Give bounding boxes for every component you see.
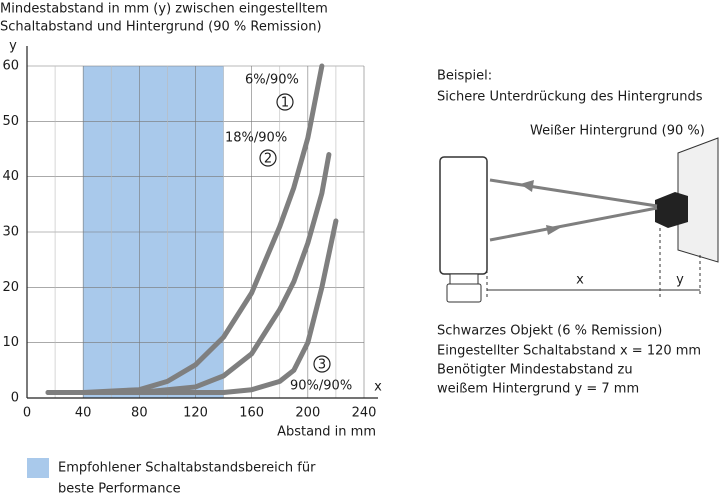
legend-label: Empfohlener Schaltabstandsbereich für bbox=[58, 461, 316, 476]
caption: Schwarzes Objekt (6 % Remission) bbox=[437, 324, 662, 339]
arrowhead bbox=[520, 180, 534, 192]
beam bbox=[489, 178, 658, 208]
caption: Benötigter Mindestabstand zu bbox=[437, 363, 633, 378]
x-tick-label: 120 bbox=[183, 406, 208, 421]
legend-swatch bbox=[27, 458, 49, 478]
series-label: 90%/90% bbox=[290, 379, 352, 394]
series-label: 6%/90% bbox=[245, 73, 299, 88]
x-tick-label: 80 bbox=[131, 406, 148, 421]
background-label: Weißer Hintergrund (90 %) bbox=[530, 124, 705, 139]
diagram: Beispiel: Sichere Unterdrückung des Hint… bbox=[437, 69, 719, 397]
x-tick-label: 240 bbox=[352, 406, 377, 421]
diagram-heading: Sichere Unterdrückung des Hintergrunds bbox=[437, 90, 703, 105]
sensor bbox=[439, 156, 488, 275]
x-tick-label: 0 bbox=[23, 406, 31, 421]
series-tag: 1 bbox=[281, 96, 289, 111]
y-tick-label: 10 bbox=[2, 335, 19, 350]
sensor-neck bbox=[449, 273, 479, 285]
x-tick-label: 160 bbox=[239, 406, 264, 421]
curve bbox=[45, 218, 339, 395]
y-axis-label: y bbox=[9, 39, 17, 54]
beam bbox=[489, 206, 658, 242]
y-tick-label: 20 bbox=[2, 280, 19, 295]
y-tick-label: 40 bbox=[2, 169, 19, 184]
sensor-connector bbox=[446, 283, 482, 303]
caption: weißem Hintergrund y = 7 mm bbox=[437, 382, 639, 397]
object bbox=[655, 192, 688, 228]
y-tick-label: 30 bbox=[2, 225, 19, 240]
series-tag: 3 bbox=[318, 358, 326, 373]
y-tick-label: 0 bbox=[11, 391, 19, 406]
series-tag-circle bbox=[259, 149, 277, 167]
x-dimension: x bbox=[576, 273, 584, 288]
y-tick-label: 50 bbox=[2, 114, 19, 129]
series-label: 18%/90% bbox=[225, 131, 287, 146]
x-axis-title: Abstand in mm bbox=[277, 425, 376, 440]
diagram-heading: Beispiel: bbox=[437, 69, 492, 84]
x-tick-label: 40 bbox=[75, 406, 92, 421]
chart-title: Schaltabstand und Hintergrund (90 % Remi… bbox=[0, 20, 322, 35]
x-tick-label: 200 bbox=[295, 406, 320, 421]
arrowhead bbox=[546, 225, 560, 235]
series-tag-circle bbox=[276, 93, 294, 111]
series-tag-circle bbox=[313, 355, 331, 373]
x-axis-label: x bbox=[374, 380, 382, 395]
y-tick-label: 60 bbox=[2, 59, 19, 74]
chart-title: Mindestabstand in mm (y) zwischen einges… bbox=[0, 2, 328, 17]
dimension-guides bbox=[486, 228, 701, 297]
series-tag: 2 bbox=[264, 152, 272, 167]
caption: Eingestellter Schaltabstand x = 120 mm bbox=[437, 344, 701, 359]
legend-label: beste Performance bbox=[58, 482, 181, 497]
y-dimension: y bbox=[676, 273, 684, 288]
